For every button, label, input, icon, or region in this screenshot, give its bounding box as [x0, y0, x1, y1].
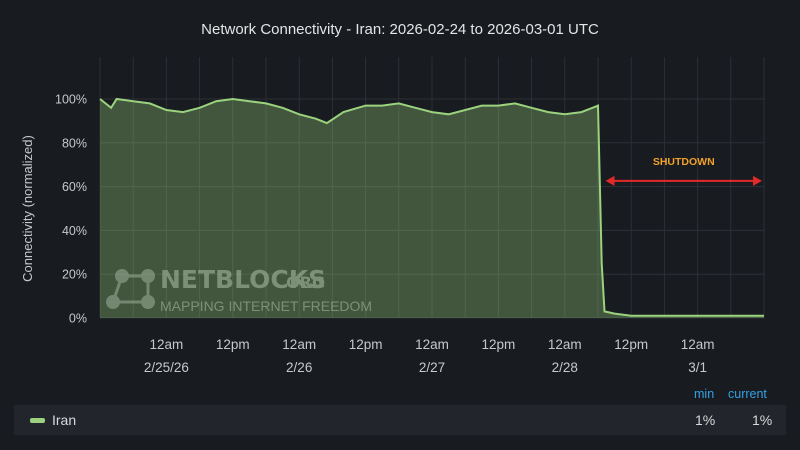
- y-tick-label: 60%: [62, 180, 87, 194]
- x-tick-label: 12am: [681, 337, 715, 352]
- y-tick-label: 100%: [55, 93, 87, 107]
- x-tick-label: 12am: [282, 337, 316, 352]
- x-tick-label: 12pm: [216, 337, 250, 352]
- legend-series-name: Iran: [52, 412, 77, 428]
- legend-swatch: [30, 418, 45, 423]
- x-tick-label: 2/28: [552, 360, 578, 375]
- y-tick-label: 40%: [62, 224, 87, 238]
- legend-min-value: 1%: [695, 412, 716, 428]
- series-line-iran: [99, 97, 764, 317]
- x-tick-label: 3/1: [688, 360, 707, 375]
- x-tick-label: 12pm: [614, 337, 648, 352]
- y-tick-label: 80%: [62, 136, 87, 150]
- x-tick-label: 12pm: [482, 337, 516, 352]
- arrow-left-icon: [605, 175, 615, 186]
- legend-header-min[interactable]: min: [694, 387, 715, 401]
- connectivity-chart: NETBLOCKS .ORG MAPPING INTERNET FREEDOM …: [20, 57, 765, 375]
- x-axis-ticks: 12am 2/25/26 12pm 12am 2/26 12pm 12am 2/27 12pm 1…: [144, 337, 715, 375]
- arrow-right-icon: [753, 175, 762, 186]
- x-tick-label: 2/25/26: [144, 360, 189, 375]
- x-tick-label: 12am: [150, 337, 184, 352]
- watermark-brand: NETBLOCKS: [160, 265, 326, 294]
- x-tick-label: 2/26: [286, 360, 312, 375]
- chart-title: Network Connectivity - Iran: 2026-02-24 …: [201, 21, 599, 38]
- y-axis-ticks: 100% 80% 60% 40% 20% 0%: [55, 93, 87, 326]
- x-tick-label: 12pm: [349, 337, 383, 352]
- legend-header-current[interactable]: current: [728, 387, 767, 401]
- network-logo-icon: [106, 269, 155, 309]
- y-tick-label: 20%: [62, 268, 87, 282]
- legend-current-value: 1%: [752, 412, 773, 428]
- watermark-suffix: .ORG: [280, 273, 325, 292]
- y-axis-label: Connectivity (normalized): [20, 135, 35, 282]
- x-tick-label: 2/27: [419, 360, 445, 375]
- shutdown-label: SHUTDOWN: [653, 156, 715, 168]
- series-area-iran: [100, 99, 764, 318]
- watermark-tagline: MAPPING INTERNET FREEDOM: [160, 298, 372, 314]
- legend-row-iran[interactable]: Iran 1% 1%: [14, 405, 786, 435]
- y-tick-label: 0%: [69, 312, 87, 326]
- legend-header: min current: [0, 387, 800, 403]
- x-tick-label: 12am: [548, 337, 582, 352]
- shutdown-annotation: SHUTDOWN: [605, 156, 762, 186]
- netblocks-watermark: NETBLOCKS .ORG MAPPING INTERNET FREEDOM: [106, 265, 372, 314]
- x-tick-label: 12am: [415, 337, 449, 352]
